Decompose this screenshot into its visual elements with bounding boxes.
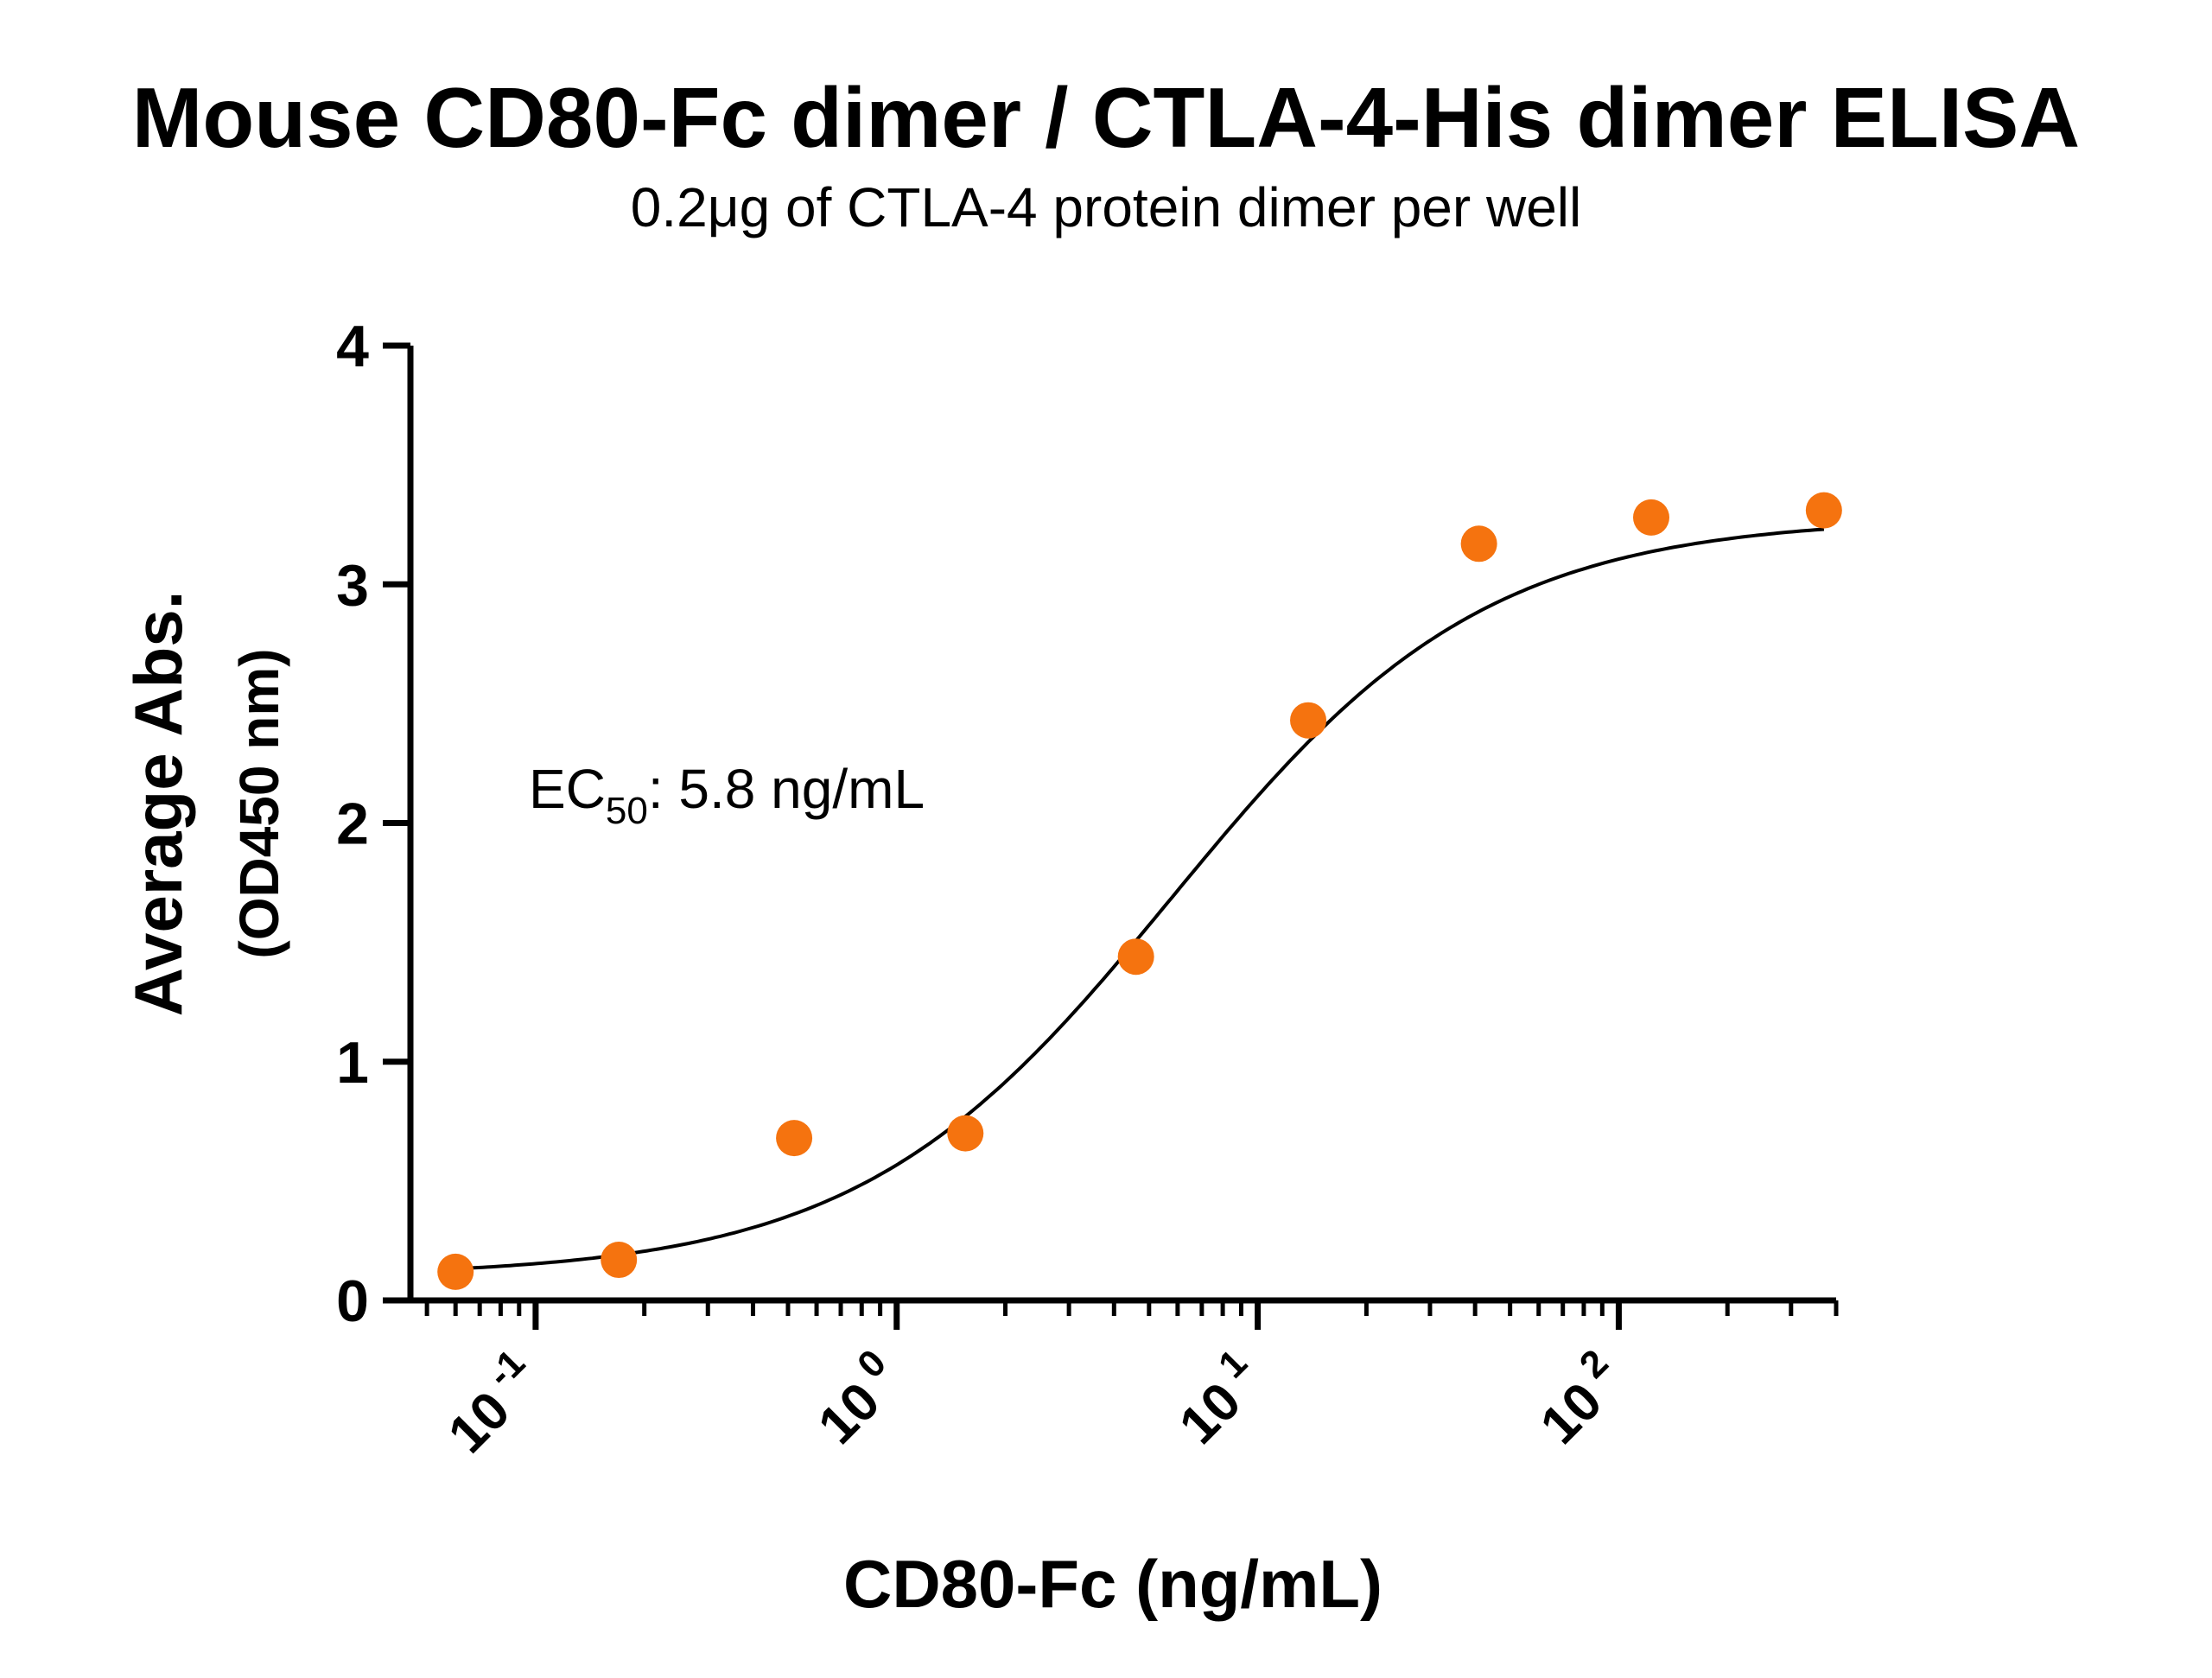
data-points-layer (437, 492, 1842, 1290)
fit-curve-layer (455, 527, 1825, 1271)
y-tick-label: 0 (336, 1268, 369, 1334)
x-tick-label: 10 2 (1522, 1342, 1636, 1456)
data-point (437, 1253, 474, 1290)
y-tick-label: 4 (336, 314, 369, 379)
ec50-annotation: EC50: 5.8 ng/mL (529, 758, 925, 832)
y-tick-label: 1 (336, 1030, 369, 1096)
x-tick-label: 10 0 (800, 1342, 914, 1456)
y-tick-label: 3 (336, 552, 369, 618)
data-point (947, 1115, 984, 1152)
data-point (1117, 938, 1154, 976)
x-tick-label: 10 -1 (429, 1342, 552, 1465)
chart-subtitle: 0.2μg of CTLA-4 protein dimer per well (631, 176, 1581, 238)
data-point (601, 1242, 638, 1279)
axes: 0 1 2 3 4 10 -1 10 0 10 1 10 2 (336, 314, 1839, 1465)
x-tick-label: 10 1 (1160, 1342, 1274, 1456)
y-axis-title: Average Abs. (120, 591, 196, 1017)
fit-curve (455, 527, 1825, 1271)
data-point (1632, 499, 1669, 536)
data-point (1290, 702, 1327, 739)
data-point (1805, 492, 1842, 529)
chart-title: Mouse CD80-Fc dimer / CTLA-4-His dimer E… (132, 70, 2080, 165)
data-point (776, 1120, 813, 1157)
y-tick-label: 2 (336, 791, 369, 857)
x-axis-title: CD80-Fc (ng/mL) (843, 1546, 1382, 1622)
y-axis-subtitle: (OD450 nm) (228, 648, 290, 958)
data-point (1460, 525, 1497, 563)
